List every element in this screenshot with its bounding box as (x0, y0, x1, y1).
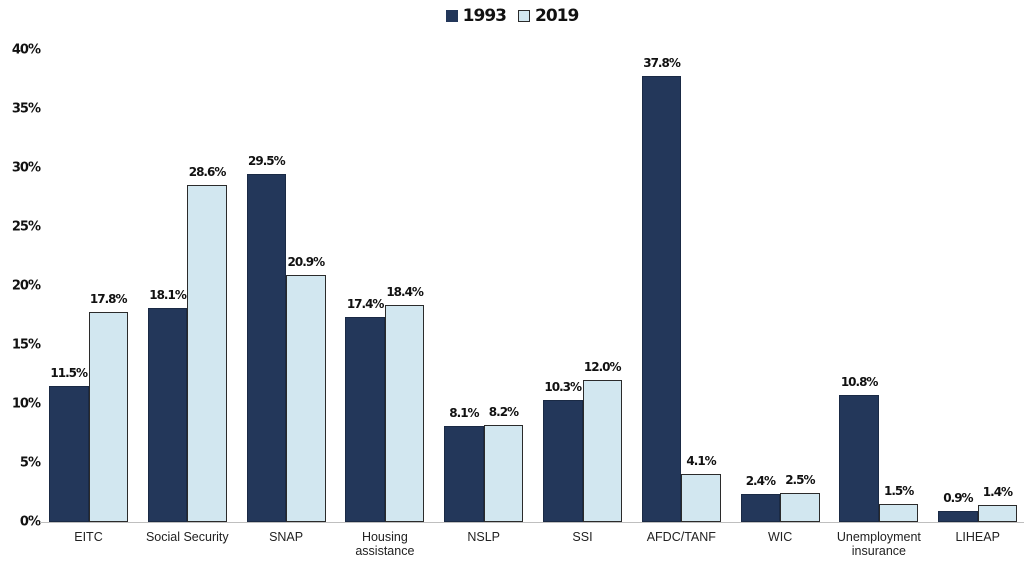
x-category-label: SNAP (269, 530, 304, 544)
value-label: 29.5% (248, 153, 286, 168)
bar-1993 (938, 511, 978, 522)
value-label: 1.5% (884, 484, 914, 499)
value-label: 17.8% (89, 291, 128, 306)
y-tick-label: 5% (19, 455, 41, 471)
value-label: 1.4% (982, 485, 1013, 500)
x-axis-line (40, 522, 1024, 523)
bar-1993 (839, 394, 879, 522)
legend-swatch-2019 (518, 10, 530, 22)
y-tick-label: 35% (11, 101, 41, 117)
legend-label-2019: 2019 (535, 6, 579, 26)
x-category-label: LIHEAP (955, 530, 1000, 544)
y-tick-label: 0% (19, 514, 41, 530)
bar-1993 (641, 75, 682, 522)
value-label: 28.6% (188, 164, 227, 179)
value-label: 10.3% (544, 380, 582, 395)
value-label: 17.4% (346, 296, 385, 311)
x-category-label: SSI (572, 530, 593, 544)
value-label: 0.9% (943, 491, 973, 506)
legend-item-1993: 1993 (445, 6, 507, 26)
value-label: 4.1% (686, 453, 716, 468)
bar-2019 (286, 275, 326, 522)
bar-1993 (147, 308, 188, 522)
value-label: 8.1% (449, 406, 479, 421)
value-label: 18.1% (149, 288, 187, 303)
bar-2019 (88, 311, 128, 522)
bar-2019 (681, 473, 721, 522)
x-category-label: Unemployment insurance (836, 530, 921, 558)
chart-legend: 1993 2019 (0, 6, 1024, 26)
y-tick-label: 30% (11, 160, 41, 176)
value-label: 2.4% (745, 473, 776, 488)
legend-swatch-1993 (445, 10, 458, 22)
x-category-label: EITC (74, 530, 103, 544)
value-label: 37.8% (643, 55, 681, 70)
value-label: 18.4% (386, 284, 424, 299)
legend-item-2019: 2019 (518, 6, 579, 26)
x-category-label: Housing assistance (355, 530, 415, 558)
bar-2019 (878, 504, 919, 522)
bar-2019 (780, 492, 820, 522)
y-tick-label: 25% (11, 219, 41, 235)
bar-1993 (444, 426, 484, 522)
bar-2019 (483, 425, 524, 522)
y-tick-label: 20% (11, 278, 41, 294)
bar-2019 (977, 505, 1018, 522)
value-label: 20.9% (287, 255, 326, 270)
bar-2019 (582, 380, 622, 522)
value-label: 2.5% (785, 472, 815, 487)
y-tick-label: 10% (11, 396, 41, 412)
x-category-label: WIC (767, 530, 793, 544)
y-tick-label: 40% (11, 42, 41, 58)
x-category-label: AFDC/TANF (646, 530, 716, 544)
bar-1993 (49, 386, 89, 522)
y-tick-label: 15% (11, 337, 41, 353)
x-category-label: NSLP (467, 530, 501, 544)
value-label: 12.0% (583, 360, 622, 375)
bar-2019 (384, 304, 425, 522)
bar-1993 (246, 173, 287, 522)
value-label: 10.8% (840, 374, 879, 389)
value-label: 11.5% (50, 366, 88, 381)
legend-label-1993: 1993 (462, 6, 507, 26)
bar-1993 (345, 316, 385, 522)
x-category-label: Social Security (145, 530, 229, 544)
bar-1993 (740, 493, 781, 522)
bar-2019 (187, 184, 227, 522)
value-label: 8.2% (488, 405, 519, 420)
bar-1993 (543, 400, 583, 522)
